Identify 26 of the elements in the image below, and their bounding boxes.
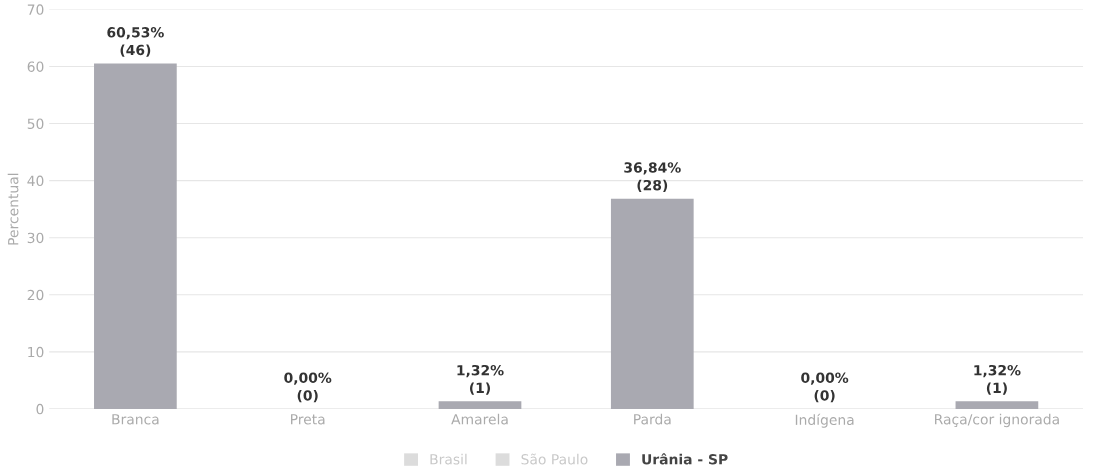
data-label: 1,32% (1)	[457, 364, 504, 395]
data-label: 36,84% (28)	[624, 162, 681, 193]
data-label: 0,00% (0)	[801, 372, 849, 403]
y-tick-label: 70	[27, 4, 44, 15]
bar	[438, 401, 522, 409]
y-tick-label: 30	[27, 232, 44, 244]
y-tick-label: 20	[27, 289, 44, 301]
y-tick-label: 10	[28, 346, 44, 358]
x-tick-label: Preta	[291, 414, 325, 425]
y-tick-label: 60	[27, 61, 44, 72]
y-tick-label: 40	[27, 175, 44, 187]
y-tick-label: 50	[27, 118, 44, 130]
data-label: 0,00% (0)	[284, 372, 332, 403]
x-tick-label: Amarela	[451, 413, 508, 425]
y-tick-label: 0	[36, 403, 44, 415]
x-tick-label: Branca	[112, 414, 159, 425]
x-tick-label: Raça/cor ignorada	[935, 413, 1059, 428]
data-label: 1,32% (1)	[974, 364, 1021, 395]
x-tick-label: Indígena	[795, 413, 854, 428]
y-axis-title: Percentual	[7, 173, 19, 245]
bar	[955, 401, 1039, 409]
bar	[610, 198, 694, 409]
legend-label: Urânia - SP	[642, 453, 728, 465]
bar	[94, 63, 177, 409]
data-label: 60,53% (46)	[107, 27, 164, 57]
x-tick-label: Parda	[634, 413, 671, 425]
